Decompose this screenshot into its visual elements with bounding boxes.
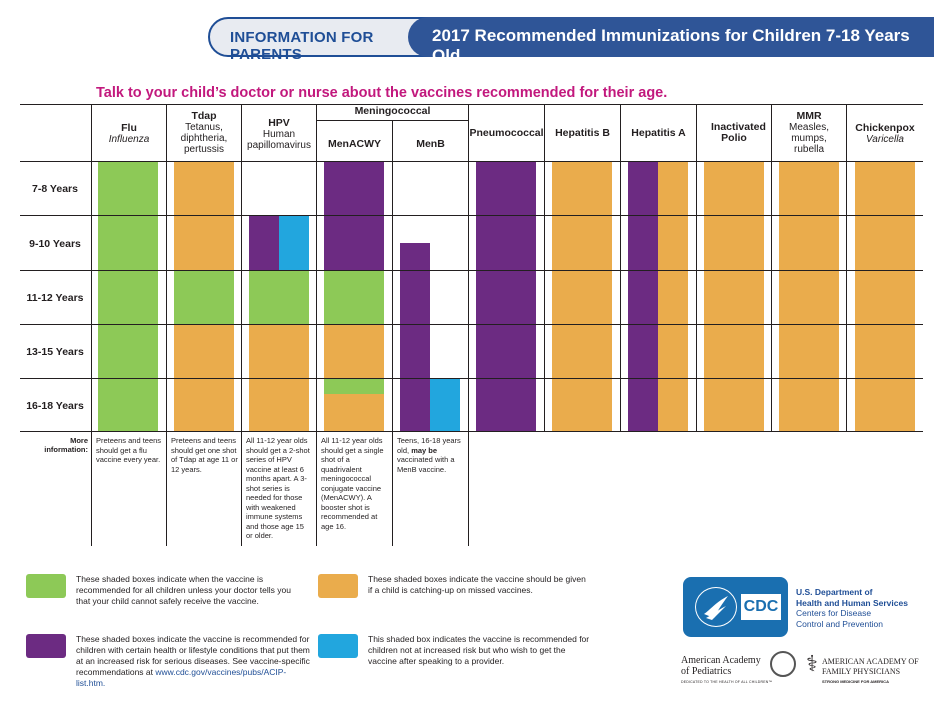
menb-note-post: vaccinated with a MenB vaccine.: [397, 455, 455, 474]
col-header-hepatitis-a: Hepatitis A: [621, 128, 696, 139]
menb-note-bold: may be: [411, 445, 438, 455]
col-sub: Influenza: [108, 134, 150, 145]
tdap-recommended-bar: [174, 270, 234, 324]
aap-seal-icon: [770, 651, 796, 677]
aap-line2: of Pediatrics: [681, 666, 732, 677]
hpv-high-risk-bar: [249, 215, 279, 270]
acip-list-link[interactable]: www.cdc.gov/vaccines/pubs/ACIP-list.htm.: [76, 667, 287, 688]
hepatitis-a-catchup-bar: [658, 161, 688, 431]
col-header-menb: MenB: [393, 139, 468, 150]
col-name: Chickenpox: [855, 122, 915, 134]
info-badge: INFORMATION FOR PARENTS: [208, 17, 443, 63]
col-name: Inactivated Polio: [711, 121, 766, 144]
age-label-7-8: 7-8 Years: [32, 183, 78, 195]
col-header-mmr: MMR Measles, mumps, rubella: [772, 110, 846, 156]
hhs-line1: U.S. Department of: [796, 587, 873, 597]
col-sub: Varicella: [866, 134, 904, 145]
header-banner: INFORMATION FOR PARENTS 2017 Recommended…: [208, 17, 934, 65]
aafp-line2: FAMILY PHYSICIANS: [822, 666, 901, 676]
pneumococcal-high-risk-bar: [476, 161, 536, 431]
col-header-pneumococcal: Pneumococcal: [469, 128, 544, 139]
legend-text-orange: These shaded boxes indicate the vaccine …: [368, 574, 586, 595]
menb-provider-discussion-bar: [430, 378, 460, 431]
menb-high-risk-bar: [400, 243, 430, 431]
legend-swatch-blue: [318, 634, 358, 658]
tdap-catchup-bar: [174, 161, 234, 270]
more-information-label: More information:: [44, 436, 88, 454]
legend-purple-body: These shaded boxes indicate the vaccine …: [76, 634, 310, 677]
menacwy-booster-bar: [324, 378, 384, 394]
flu-note: Preteens and teens should get a flu vacc…: [96, 436, 162, 464]
age-label-16-18: 16-18 Years: [26, 400, 84, 412]
col-name: Flu: [121, 122, 137, 134]
col-header-flu: Flu Influenza: [92, 122, 166, 146]
legend-swatch-green: [26, 574, 66, 598]
aap-logo-text: American Academy of Pediatrics: [681, 655, 761, 677]
caduceus-icon: ⚕: [806, 651, 818, 676]
legend-text-blue: This shaded box indicates the vaccine is…: [368, 634, 590, 666]
aafp-line1: AMERICAN ACADEMY OF: [822, 657, 919, 666]
hepatitis-b-catchup-bar: [552, 161, 612, 431]
page-title: 2017 Recommended Immunizations for Child…: [432, 26, 910, 65]
menacwy-booster-catchup-bar: [324, 394, 384, 431]
tdap-note: Preteens and teens should get one shot o…: [171, 436, 238, 474]
col-sub: Tetanus, diphtheria, pertussis: [180, 122, 228, 155]
legend-text-purple: These shaded boxes indicate the vaccine …: [76, 634, 312, 689]
col-sub: Human papillomavirus: [247, 129, 311, 151]
tagline: Talk to your child’s doctor or nurse abo…: [96, 85, 668, 101]
polio-catchup-bar: [704, 161, 764, 431]
col-name: Hepatitis A: [631, 127, 686, 139]
col-header-tdap: Tdap Tetanus, diphtheria, pertussis: [167, 110, 241, 156]
menacwy-recommended-bar: [324, 270, 384, 324]
age-label-13-15: 13-15 Years: [26, 346, 84, 358]
col-name: MMR: [796, 110, 822, 122]
info-badge-text: INFORMATION FOR PARENTS: [230, 29, 374, 63]
col-header-chickenpox: Chickenpox Varicella: [847, 122, 923, 146]
aap-line1: American Academy: [681, 655, 761, 666]
legend-swatch-purple: [26, 634, 66, 658]
col-name: Hepatitis B: [555, 127, 610, 139]
col-name: HPV: [268, 117, 290, 129]
hpv-note: All 11-12 year olds should get a 2-shot …: [246, 436, 310, 540]
age-label-9-10: 9-10 Years: [29, 238, 81, 250]
col-header-menacwy: MenACWY: [317, 139, 392, 150]
hhs-text: U.S. Department of Health and Human Serv…: [796, 587, 908, 629]
aap-tagline: DEDICATED TO THE HEALTH OF ALL CHILDREN™: [681, 680, 773, 684]
menacwy-catchup-bar: [324, 324, 384, 378]
aafp-logo-text: AMERICAN ACADEMY OF FAMILY PHYSICIANS: [822, 657, 919, 676]
aafp-tagline: STRONG MEDICINE FOR AMERICA: [822, 679, 889, 684]
col-name: Tdap: [191, 110, 217, 122]
mmr-catchup-bar: [779, 161, 839, 431]
col-header-polio: Inactivated Polio: [697, 122, 771, 144]
cdc-line2: Control and Prevention: [796, 618, 883, 629]
col-sub: Measles, mumps, rubella: [788, 122, 829, 155]
cdc-logo: CDC: [683, 577, 788, 637]
col-header-hepatitis-b: Hepatitis B: [545, 128, 620, 139]
hhs-line2: Health and Human Services: [796, 597, 908, 608]
meningococcal-group-header: Meningococcal: [354, 105, 431, 117]
cdc-line1: Centers for Disease: [796, 608, 872, 618]
legend-text-green: These shaded boxes indicate when the vac…: [76, 574, 291, 606]
menb-note-pre: Teens, 16-18 years old,: [397, 436, 461, 455]
menacwy-high-risk-bar: [324, 161, 384, 270]
hhs-eagle-icon: [695, 587, 737, 627]
legend-swatch-orange: [318, 574, 358, 598]
tdap-catchup-bar-older: [174, 324, 234, 431]
hpv-catchup-bar: [249, 324, 309, 431]
hepatitis-a-high-risk-bar: [628, 161, 658, 431]
col-name: Pneumococcal: [469, 127, 544, 139]
hpv-recommended-bar: [249, 270, 309, 324]
menacwy-note: All 11-12 year olds should get a single …: [321, 436, 384, 531]
title-bar: 2017 Recommended Immunizations for Child…: [408, 17, 934, 65]
col-header-hpv: HPV Human papillomavirus: [242, 117, 316, 152]
age-label-11-12: 11-12 Years: [26, 292, 84, 304]
col-name: MenB: [416, 138, 445, 150]
hpv-provider-discussion-bar: [279, 215, 309, 270]
col-name: MenACWY: [327, 138, 382, 150]
flu-recommended-bar: [98, 161, 158, 431]
menb-note: Teens, 16-18 years old, may be vaccinate…: [397, 436, 463, 474]
chickenpox-catchup-bar: [855, 161, 915, 431]
cdc-wordmark: CDC: [741, 594, 781, 620]
